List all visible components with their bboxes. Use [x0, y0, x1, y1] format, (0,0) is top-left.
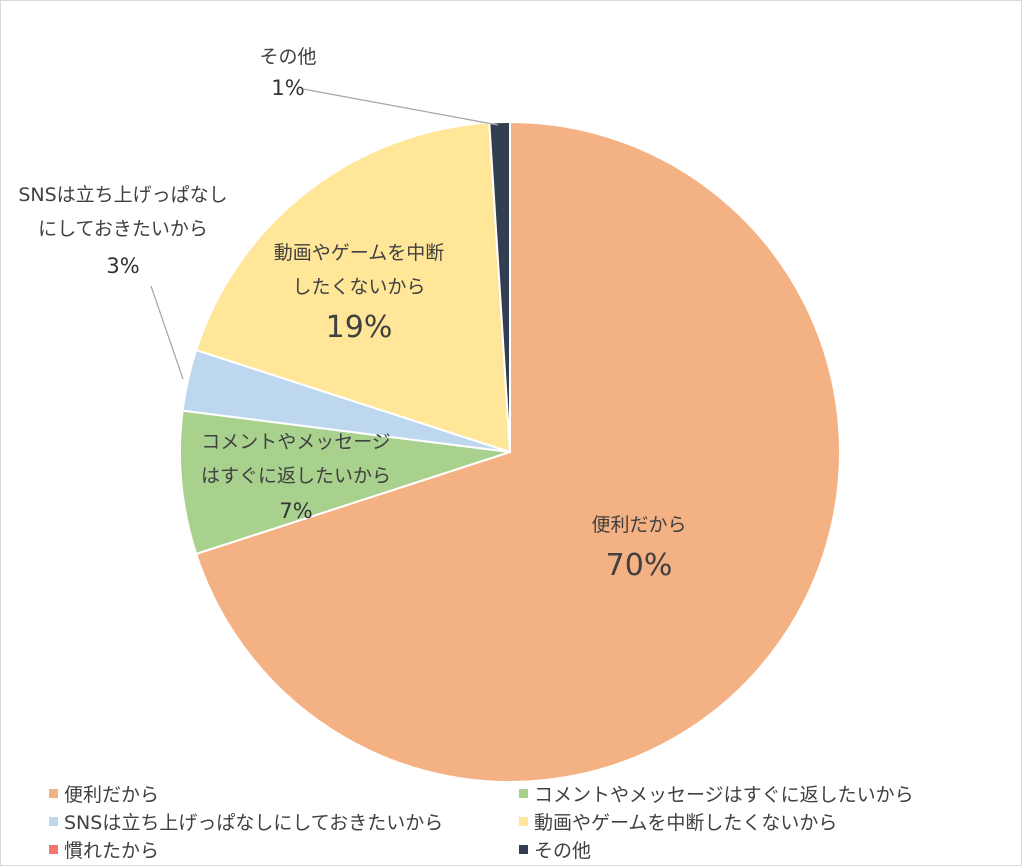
slice-percent-label: 7% [279, 499, 312, 523]
slice-label: したくないから [292, 276, 425, 298]
legend-label: 便利だから [64, 783, 160, 806]
legend-swatch [49, 788, 58, 798]
legend-item-other: その他 [519, 836, 989, 863]
legend-item-no-interrupt: 動画やゲームを中断したくないから [519, 808, 989, 835]
legend-item-used-to-it: 慣れたから [49, 836, 519, 863]
legend-row: 便利だから コメントやメッセージはすぐに返したいから [49, 779, 989, 807]
leader-line [150, 285, 184, 380]
legend-swatch [519, 844, 528, 854]
slice-percent-label: 19% [326, 310, 393, 345]
legend-label: コメントやメッセージはすぐに返したいから [534, 783, 914, 806]
legend-swatch [519, 788, 528, 798]
legend-label: SNSは立ち上げっぱなしにしておきたいから [64, 811, 444, 834]
slice-label: はすぐに返したいから [201, 465, 391, 487]
legend-item-reply-quickly: コメントやメッセージはすぐに返したいから [519, 780, 989, 807]
slice-label: その他 [259, 46, 316, 68]
slice-label: コメントやメッセージ [201, 431, 391, 453]
slice-label: SNSは立ち上げっぱなし [18, 184, 227, 206]
slice-label: 便利だから [591, 514, 686, 536]
slice-percent-label: 70% [606, 548, 673, 583]
legend-label: その他 [534, 839, 592, 862]
legend-label: 慣れたから [64, 839, 160, 862]
legend-swatch [49, 844, 58, 854]
slice-percent-label: 1% [271, 76, 304, 100]
slice-label: にしておきたいから [38, 218, 208, 240]
legend-swatch [49, 816, 58, 826]
pie-slice [488, 120, 511, 453]
pie-slice [194, 121, 512, 454]
leader-line [302, 88, 499, 126]
slice-label: 動画やゲームを中断 [274, 242, 444, 264]
legend-swatch [519, 816, 528, 826]
legend: 便利だから コメントやメッセージはすぐに返したいから SNSは立ち上げっぱなしに… [49, 779, 989, 863]
pie-slice [194, 120, 841, 783]
slice-percent-label: 3% [106, 254, 139, 278]
legend-item-keep-sns-open: SNSは立ち上げっぱなしにしておきたいから [49, 808, 519, 835]
legend-row: 慣れたから その他 [49, 835, 989, 863]
legend-row: SNSは立ち上げっぱなしにしておきたいから 動画やゲームを中断したくないから [49, 807, 989, 835]
legend-label: 動画やゲームを中断したくないから [534, 811, 838, 834]
legend-item-convenient: 便利だから [49, 780, 519, 807]
pie-slice [179, 409, 511, 556]
